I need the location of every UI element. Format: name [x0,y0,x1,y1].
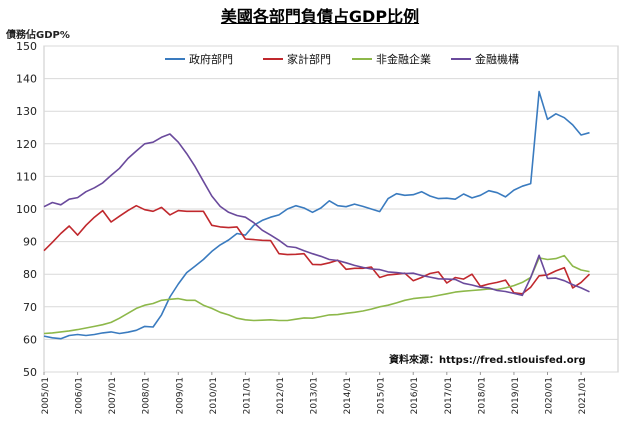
x-tick-label: 2016/01 [410,377,420,414]
series-line-2 [43,204,591,295]
legend-label: 政府部門 [189,52,233,66]
x-tick-label: 2017/01 [444,377,454,414]
x-tick-label: 2021/01 [578,377,588,414]
y-tick-label: 140 [16,73,37,86]
y-tick-label: 100 [16,203,37,216]
legend-label: 家計部門 [287,52,331,66]
series-line-4 [43,133,590,297]
x-tick-label: 2006/01 [75,377,85,414]
x-tick-label: 2005/01 [41,377,51,414]
y-tick-label: 80 [23,268,37,281]
series-line-1 [43,90,590,340]
x-tick-label: 2007/01 [108,377,118,414]
x-tick-label: 2011/01 [242,377,252,414]
y-axis-label: 債務佔GDP% [6,30,70,41]
source-note: 資料來源：https://fred.stlouisfed.org [389,355,586,366]
x-tick-label: 2008/01 [142,377,152,414]
x-tick-label: 2014/01 [343,377,353,414]
x-tick-label: 2015/01 [377,377,387,414]
legend-label: 金融機構 [475,52,519,66]
chart-title: 美國各部門負債占GDP比例 [220,7,420,26]
x-tick-label: 2009/01 [175,377,185,414]
x-tick-label: 2019/01 [511,377,521,414]
legend-label: 非金融企業 [376,52,431,66]
y-tick-label: 130 [16,105,37,118]
x-tick-label: 2012/01 [276,377,286,414]
y-tick-label: 150 [16,40,37,53]
x-tick-label: 2013/01 [310,377,320,414]
x-tick-label: 2020/01 [545,377,555,414]
x-tick-label: 2018/01 [477,377,487,414]
x-tick-label: 2010/01 [209,377,219,414]
y-tick-label: 70 [23,301,37,314]
y-tick-label: 90 [23,236,37,249]
y-tick-label: 110 [16,170,37,183]
y-tick-label: 50 [23,366,37,379]
y-tick-label: 120 [16,138,37,151]
series-line-3 [43,254,590,335]
y-tick-label: 60 [23,333,37,346]
